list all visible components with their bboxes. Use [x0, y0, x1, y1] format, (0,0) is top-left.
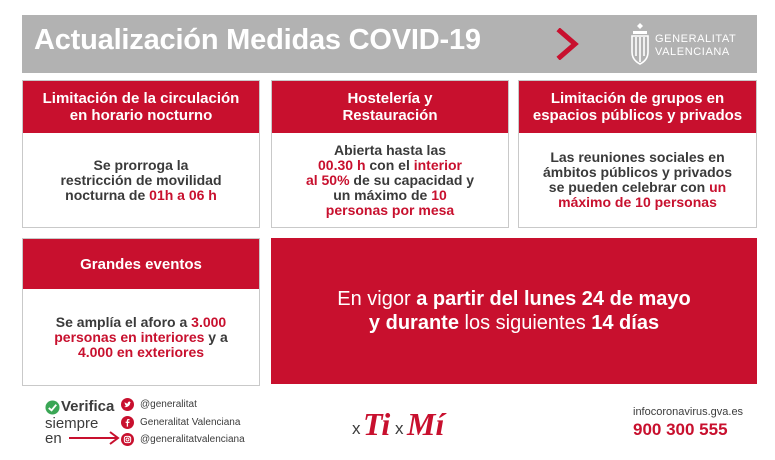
info-block: infocoronavirus.gva.es 900 300 555 [633, 406, 763, 446]
card-hospitality-body: Abierta hasta las 00.30 h con el interio… [305, 141, 475, 218]
social-instagram[interactable]: @generalitatvalenciana [121, 433, 251, 449]
card-groups: Limitación de grupos en espacios públicos… [518, 80, 757, 228]
social-twitter-label: @generalitat [140, 399, 197, 410]
check-circle-icon [45, 400, 60, 415]
page-title: Actualización Medidas COVID-19 [34, 24, 481, 56]
svg-text:x: x [395, 419, 404, 438]
social-facebook[interactable]: Generalitat Valenciana [121, 416, 251, 432]
card-events: Grandes eventos Se amplía el aforo a 3.0… [22, 238, 260, 386]
instagram-icon [121, 433, 134, 446]
facebook-icon [121, 416, 134, 429]
card-groups-title: Limitación de grupos en espacios públicos… [519, 81, 756, 133]
xtixmi-logo: x Ti x Mí [352, 406, 447, 442]
verify-block: Verifica siempre en [45, 397, 130, 449]
card-events-body: Se amplía el aforo a 3.000 personas en i… [54, 313, 228, 360]
coat-of-arms-icon [631, 23, 649, 65]
social-twitter[interactable]: @generalitat [121, 398, 251, 414]
en-label: en [45, 430, 62, 447]
svg-text:Mí: Mí [406, 406, 447, 442]
card-hospitality: Hostelería y Restauración Abierta hasta l… [271, 80, 509, 228]
generalitat-logo: GENERALITAT VALENCIANA [629, 22, 753, 68]
card-curfew: Limitación de la circulación en horario n… [22, 80, 260, 228]
social-facebook-label: Generalitat Valenciana [140, 417, 241, 428]
header-bar: Actualización Medidas COVID-19 GENERALIT… [22, 15, 757, 73]
twitter-icon [121, 398, 134, 411]
info-phone-number[interactable]: 900 300 555 [633, 420, 728, 439]
card-groups-body: Las reuniones sociales en ámbitos públic… [542, 149, 733, 210]
social-instagram-label: @generalitatvalenciana [140, 434, 245, 445]
effective-date-banner: En vigor a partir del lunes 24 de mayo y… [271, 238, 757, 384]
siempre-label: siempre [45, 415, 99, 432]
verify-label: Verifica [61, 398, 115, 415]
card-curfew-body: Se prorroga la restricción de movilidad … [60, 156, 222, 203]
svg-text:x: x [352, 419, 361, 438]
card-curfew-title: Limitación de la circulación en horario n… [23, 81, 259, 133]
arrow-right-icon [69, 431, 120, 445]
card-hospitality-title: Hostelería y Restauración [272, 81, 508, 133]
generalitat-logo-text: GENERALITAT VALENCIANA [655, 33, 737, 58]
chevron-right-icon [556, 28, 579, 60]
svg-text:Ti: Ti [363, 406, 390, 442]
info-url-link[interactable]: infocoronavirus.gva.es [633, 406, 744, 418]
card-events-title: Grandes eventos [23, 239, 259, 289]
